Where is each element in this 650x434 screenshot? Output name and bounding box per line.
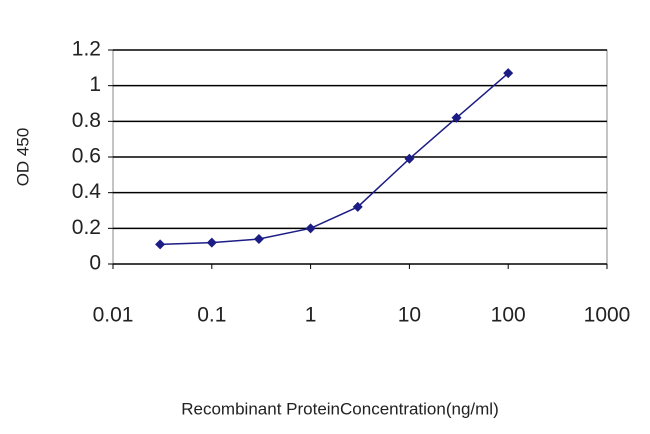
point [451,112,462,123]
point [352,201,363,212]
line [160,72,509,246]
y-tick-label: 0.4 [72,180,102,203]
x-tick-label: 1000 [584,304,631,327]
point [206,237,217,248]
point [305,223,316,234]
x-tick-label: 10 [398,304,421,327]
x-tick-label: 0.1 [197,304,226,327]
y-tick-label: 0.8 [72,109,101,132]
y-tick-label: 1 [89,73,101,96]
y-tick-label: 0.2 [72,216,101,239]
y-tick-label: 0.6 [72,145,101,168]
y-tick-label: 0 [89,252,101,275]
x-tick-label: 100 [491,304,526,327]
point [253,234,264,245]
y-axis-title: OD 450 [13,128,32,187]
point [155,239,166,250]
x-tick-label: 1 [305,304,317,327]
y-tick-label: 1.2 [72,38,101,61]
point [503,68,514,79]
x-tick-label: 0.01 [93,304,134,327]
point [404,153,415,164]
x-axis-title: Recombinant ProteinConcentration(ng/ml) [181,399,499,418]
